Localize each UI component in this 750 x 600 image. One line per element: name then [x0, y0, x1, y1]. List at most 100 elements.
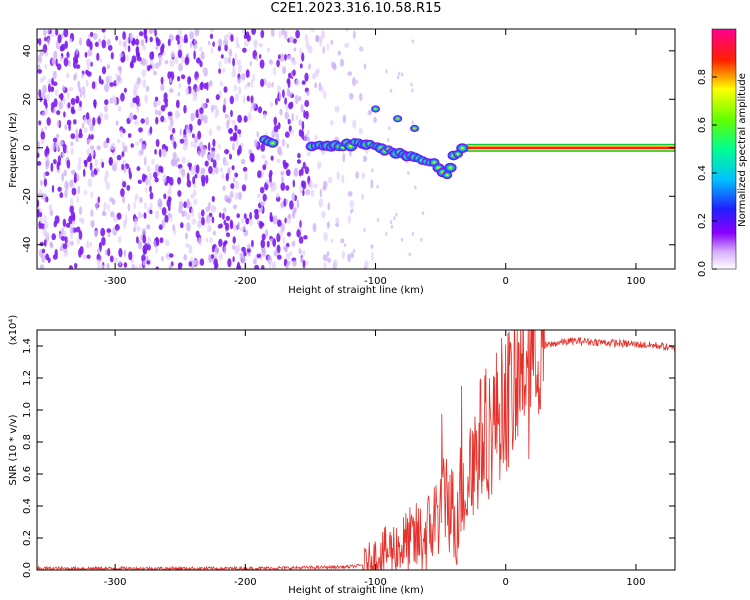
heatmap-noise-cell: [42, 228, 47, 237]
heatmap-noise-cell: [301, 52, 305, 62]
heatmap-noise-cell: [168, 88, 174, 93]
heatmap-noise-cell: [148, 172, 153, 181]
heatmap-noise-cell: [337, 50, 341, 56]
heatmap-noise-cell: [77, 185, 81, 195]
heatmap-noise-cell: [156, 38, 161, 47]
heatmap-noise-cell: [296, 229, 301, 238]
heatmap-noise-cell: [298, 119, 302, 126]
heatmap-noise-cell: [37, 54, 43, 64]
heatmap-noise-cell: [45, 221, 49, 229]
heatmap-noise-cell: [86, 58, 91, 66]
heatmap-noise-cell: [259, 54, 262, 59]
heatmap-noise-cell: [138, 31, 144, 37]
heatmap-noise-cell: [104, 249, 108, 256]
heatmap-noise-cell: [393, 216, 396, 221]
heatmap-noise-cell: [59, 139, 64, 146]
heatmap-noise-cell: [224, 194, 230, 202]
heatmap-noise-cell: [298, 236, 304, 244]
heatmap-noise-cell: [78, 132, 83, 139]
heatmap-noise-cell: [145, 34, 148, 44]
heatmap-noise-cell: [213, 105, 218, 111]
signal-blob: [456, 153, 460, 155]
heatmap-noise-cell: [93, 99, 96, 108]
heatmap-noise-cell: [165, 175, 171, 184]
heatmap-noise-cell: [68, 123, 71, 131]
y-tick-label: 0.6: [22, 466, 33, 482]
heatmap-noise-cell: [43, 239, 47, 247]
heatmap-noise-cell: [159, 237, 164, 244]
heatmap-noise-cell: [99, 112, 104, 120]
heatmap-noise-cell: [73, 74, 77, 81]
heatmap-noise-cell: [245, 31, 250, 39]
heatmap-noise-cell: [243, 250, 247, 257]
heatmap-noise-cell: [193, 38, 197, 45]
heatmap-noise-cell: [136, 52, 141, 58]
heatmap-noise-cell: [271, 81, 274, 88]
heatmap-noise-cell: [400, 72, 404, 77]
heatmap-noise-cell: [45, 196, 49, 203]
heatmap-noise-cell: [255, 55, 259, 61]
heatmap-noise-cell: [205, 237, 209, 243]
heatmap-noise-cell: [104, 175, 108, 183]
heatmap-noise-cell: [295, 29, 300, 39]
heatmap-noise-cell: [334, 105, 340, 113]
heatmap-noise-cell: [329, 119, 334, 126]
heatmap-noise-cell: [235, 36, 239, 45]
y-tick-label: 0.4: [22, 498, 33, 514]
heatmap-noise-cell: [167, 189, 172, 197]
heatmap-noise-cell: [72, 214, 76, 222]
heatmap-noise-cell: [149, 209, 153, 215]
heatmap-noise-cell: [113, 257, 119, 264]
heatmap-noise-cell: [177, 176, 182, 185]
heatmap-noise-cell: [66, 159, 71, 169]
heatmap-noise-cell: [146, 224, 151, 230]
heatmap-noise-cell: [411, 120, 414, 125]
heatmap-noise-cell: [160, 76, 164, 85]
heatmap-noise-cell: [208, 253, 212, 263]
heatmap-noise-cell: [199, 82, 204, 91]
heatmap-noise-cell: [87, 138, 91, 145]
heatmap-noise-cell: [143, 29, 146, 39]
heatmap-noise-cell: [280, 170, 285, 176]
heatmap-noise-cell: [223, 86, 228, 93]
heatmap-noise-cell: [299, 47, 302, 57]
heatmap-noise-cell: [304, 34, 309, 43]
heatmap-noise-cell: [260, 201, 265, 206]
heatmap-noise-cell: [85, 79, 89, 88]
heatmap-noise-cell: [282, 66, 287, 75]
heatmap-noise-cell: [110, 52, 114, 60]
heatmap-noise-cell: [44, 125, 48, 131]
heatmap-noise-cell: [70, 133, 76, 140]
heatmap-noise-cell: [97, 196, 101, 203]
heatmap-noise-cell: [127, 133, 132, 138]
heatmap-noise-cell: [90, 191, 94, 199]
signal-blob: [413, 127, 416, 130]
heatmap-noise-cell: [184, 232, 189, 240]
heatmap-noise-cell: [281, 29, 285, 36]
heatmap-noise-cell: [180, 74, 186, 80]
heatmap-noise-cell: [224, 44, 228, 52]
heatmap-noise-cell: [219, 167, 223, 173]
heatmap-noise-cell: [211, 204, 215, 210]
heatmap-noise-cell: [65, 222, 71, 228]
heatmap-noise-cell: [166, 199, 171, 208]
heatmap-noise-cell: [151, 158, 155, 165]
heatmap-noise-cell: [190, 165, 195, 175]
heatmap-noise-cell: [318, 82, 322, 92]
heatmap-noise-cell: [199, 107, 204, 114]
heatmap-noise-cell: [284, 111, 290, 120]
heatmap-noise-cell: [285, 185, 290, 191]
heatmap-noise-cell: [46, 147, 50, 154]
heatmap-noise-cell: [49, 241, 53, 247]
heatmap-noise-cell: [243, 213, 247, 220]
heatmap-noise-cell: [362, 155, 368, 163]
signal-blob: [460, 147, 464, 150]
heatmap-noise-cell: [120, 188, 125, 197]
heatmap-noise-cell: [304, 110, 309, 120]
heatmap-noise-cell: [39, 264, 45, 269]
heatmap-noise-cell: [318, 198, 324, 208]
heatmap-noise-cell: [186, 179, 192, 188]
heatmap-noise-cell: [80, 86, 85, 93]
